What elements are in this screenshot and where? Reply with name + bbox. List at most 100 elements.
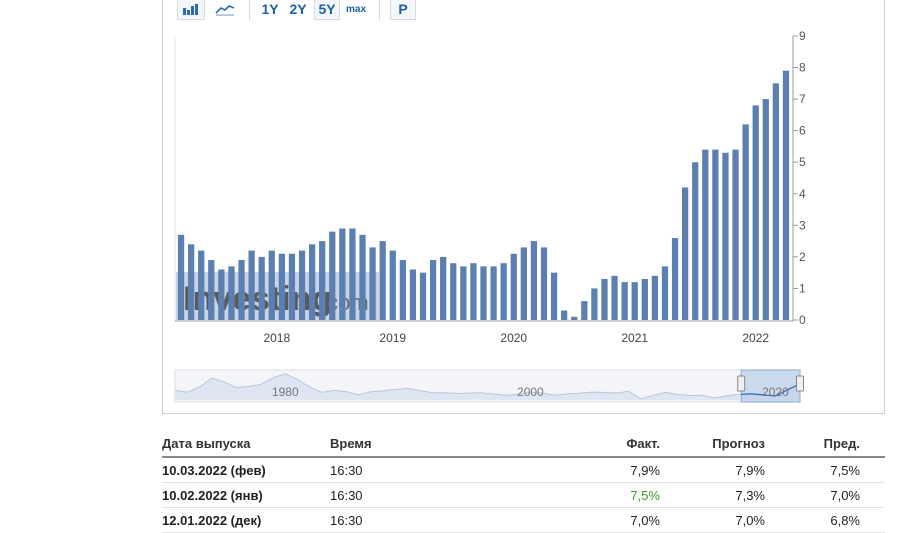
bar[interactable] bbox=[278, 253, 285, 320]
bar[interactable] bbox=[762, 99, 769, 320]
x-tick-label: 2020 bbox=[500, 331, 527, 345]
bar[interactable] bbox=[661, 266, 669, 320]
bar[interactable] bbox=[480, 266, 487, 320]
bar[interactable] bbox=[329, 231, 336, 320]
row-previous: 7,5% bbox=[765, 457, 885, 483]
bar[interactable] bbox=[732, 149, 739, 320]
bar[interactable] bbox=[208, 260, 215, 320]
range-5y-button[interactable]: 5Y bbox=[314, 0, 340, 20]
bar[interactable] bbox=[571, 316, 578, 320]
row-time: 16:30 bbox=[330, 507, 600, 533]
bar[interactable] bbox=[460, 266, 467, 320]
time-navigator[interactable]: 1980 2000 2020 bbox=[174, 369, 804, 403]
bar[interactable] bbox=[591, 288, 598, 320]
bar[interactable] bbox=[752, 105, 759, 320]
bar-chart-button[interactable] bbox=[177, 0, 205, 20]
bar[interactable] bbox=[500, 263, 507, 320]
row-date: 10.03.2022 (фев) bbox=[162, 457, 330, 483]
p-button[interactable]: P bbox=[390, 0, 416, 20]
bar[interactable] bbox=[248, 250, 255, 320]
history-table: Дата выпуска Время Факт. Прогноз Пред. 1… bbox=[162, 430, 885, 533]
row-previous: 6,8% bbox=[765, 507, 885, 533]
bar[interactable] bbox=[409, 269, 417, 320]
bar[interactable] bbox=[722, 152, 729, 320]
bar[interactable] bbox=[641, 278, 648, 320]
bar[interactable] bbox=[339, 228, 346, 320]
toolbar-separator bbox=[249, 0, 250, 20]
bar[interactable] bbox=[520, 247, 527, 320]
row-actual: 7,5% bbox=[600, 482, 660, 508]
y-tick-label: 0 bbox=[799, 313, 806, 327]
bar[interactable] bbox=[692, 162, 699, 320]
watermark-text: Investing bbox=[183, 280, 332, 318]
bar[interactable] bbox=[450, 263, 457, 320]
range-2y-button[interactable]: 2Y bbox=[289, 1, 307, 17]
bar[interactable] bbox=[429, 260, 437, 320]
range-1y-button[interactable]: 1Y bbox=[261, 1, 279, 17]
bar[interactable] bbox=[561, 310, 568, 320]
y-tick-label: 5 bbox=[799, 155, 806, 169]
bar[interactable] bbox=[188, 244, 195, 320]
bar[interactable] bbox=[379, 241, 386, 320]
bar[interactable] bbox=[550, 272, 558, 320]
bar[interactable] bbox=[742, 124, 749, 320]
navigator-handle-left[interactable] bbox=[737, 375, 746, 392]
bar-chart-icon bbox=[183, 3, 198, 15]
bar[interactable] bbox=[198, 250, 205, 320]
bar[interactable] bbox=[601, 278, 608, 320]
bar[interactable] bbox=[470, 263, 477, 320]
row-date: 10.02.2022 (янв) bbox=[162, 482, 330, 508]
range-max-button[interactable]: max bbox=[345, 3, 366, 15]
bar[interactable] bbox=[671, 237, 679, 320]
bar[interactable] bbox=[611, 275, 618, 320]
bar[interactable] bbox=[288, 253, 296, 320]
bar[interactable] bbox=[581, 301, 588, 320]
bar[interactable] bbox=[258, 256, 265, 320]
bar[interactable] bbox=[540, 247, 548, 320]
bar[interactable] bbox=[319, 241, 326, 320]
bar[interactable] bbox=[631, 282, 638, 320]
x-axis-ticks: 2018 2019 2020 2021 2022 bbox=[263, 331, 769, 345]
bar[interactable] bbox=[440, 256, 447, 320]
row-forecast: 7,9% bbox=[660, 457, 765, 483]
row-forecast: 7,0% bbox=[660, 507, 765, 533]
navigator-area bbox=[175, 373, 800, 400]
bar[interactable] bbox=[238, 260, 245, 320]
bar[interactable] bbox=[177, 234, 185, 320]
bar[interactable] bbox=[782, 70, 790, 321]
table-row: 12.01.2022 (дек) 16:30 7,0% 7,0% 6,8% bbox=[162, 507, 885, 533]
bar[interactable] bbox=[298, 250, 306, 320]
bar[interactable] bbox=[228, 266, 235, 320]
y-tick-label: 8 bbox=[799, 61, 806, 75]
bar[interactable] bbox=[702, 149, 709, 320]
y-tick-label: 4 bbox=[799, 187, 806, 201]
bar[interactable] bbox=[682, 187, 689, 320]
bar[interactable] bbox=[359, 234, 366, 320]
bar[interactable] bbox=[490, 266, 497, 320]
navigator-year-label: 2020 bbox=[762, 385, 789, 399]
y-tick-label: 6 bbox=[799, 124, 806, 138]
line-chart-button[interactable] bbox=[211, 0, 239, 20]
bar[interactable] bbox=[510, 253, 517, 320]
row-actual: 7,0% bbox=[600, 507, 660, 533]
bar[interactable] bbox=[399, 260, 406, 320]
bar[interactable] bbox=[621, 282, 628, 320]
table-row: 10.02.2022 (янв) 16:30 7,5% 7,3% 7,0% bbox=[162, 482, 885, 508]
bar[interactable] bbox=[772, 83, 779, 320]
bar[interactable] bbox=[712, 149, 719, 320]
bar[interactable] bbox=[369, 247, 376, 320]
navigator-selection-line bbox=[741, 383, 801, 397]
line-chart-icon bbox=[215, 5, 235, 16]
bar[interactable] bbox=[308, 244, 316, 320]
bar[interactable] bbox=[651, 275, 659, 320]
header-previous: Пред. bbox=[765, 430, 885, 458]
bar[interactable] bbox=[419, 272, 427, 320]
navigator-selection[interactable] bbox=[740, 369, 801, 403]
navigator-year-label: 2000 bbox=[517, 385, 544, 399]
bar[interactable] bbox=[349, 228, 356, 320]
bar[interactable] bbox=[268, 250, 275, 320]
bar[interactable] bbox=[530, 241, 538, 320]
bar[interactable] bbox=[389, 250, 396, 320]
bar[interactable] bbox=[218, 269, 225, 320]
navigator-handle-right[interactable] bbox=[796, 375, 804, 392]
